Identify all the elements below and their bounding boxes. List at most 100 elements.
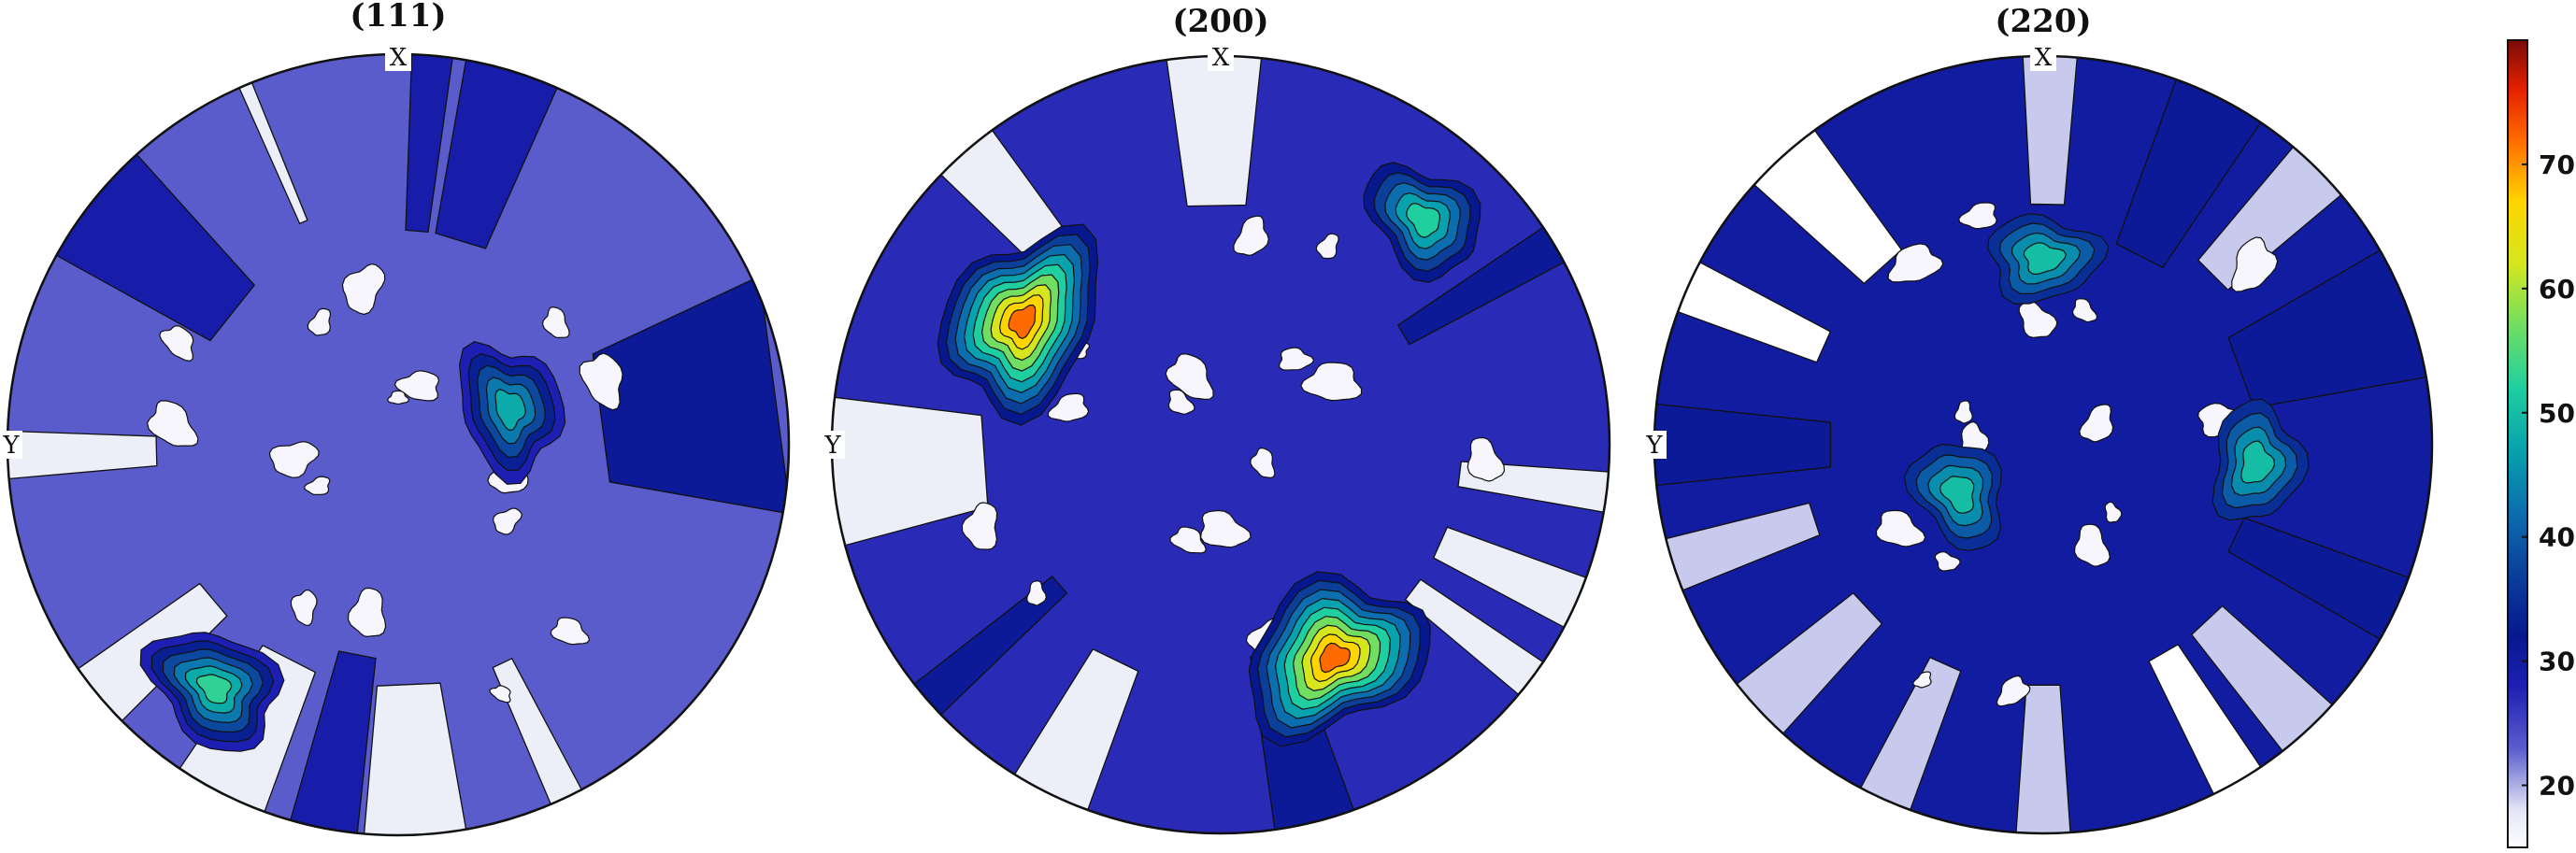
contour-sector	[405, 54, 455, 234]
contour-level	[2240, 440, 2276, 484]
contour-sector	[363, 682, 468, 835]
contour-island	[394, 370, 440, 402]
y-axis-label-111: Y	[0, 431, 22, 460]
contour-island	[1887, 243, 1944, 283]
contour-island	[961, 502, 998, 550]
contour-sector	[1654, 402, 1832, 488]
intensity-maximum	[139, 632, 285, 752]
contour-island	[1278, 347, 1315, 371]
contour-island	[2104, 501, 2123, 523]
contour-island	[290, 589, 318, 627]
contour-island	[1996, 675, 2031, 707]
contour-island	[550, 617, 591, 646]
colorbar-tick-label: 40	[2539, 522, 2575, 553]
x-axis-label-220: X	[2030, 43, 2056, 72]
contour-sector	[2014, 684, 2072, 833]
colorbar-tick: 70	[2522, 149, 2575, 180]
intensity-maximum	[2211, 398, 2310, 521]
contour-level	[1939, 476, 1975, 514]
contour-island	[1165, 353, 1214, 401]
contour-level	[2023, 242, 2067, 275]
contour-level	[1406, 202, 1441, 238]
x-axis-label-200: X	[1208, 43, 1234, 72]
svg-text:X: X	[390, 44, 408, 72]
contour-island	[2071, 298, 2097, 323]
x-axis-label-111: X	[385, 43, 411, 72]
contour-island	[307, 307, 331, 336]
contour-sector	[7, 430, 158, 480]
pole-figure-220-plot	[1653, 54, 2434, 835]
contour-level	[494, 389, 526, 432]
colorbar-tick: 30	[2522, 647, 2575, 677]
intensity-maximum	[1363, 162, 1481, 283]
svg-text:Y: Y	[2, 432, 20, 460]
svg-text:X: X	[2035, 44, 2053, 72]
contour-island	[541, 306, 570, 338]
colorbar-ticks: 20 30 40 50 60 70	[2522, 149, 2575, 802]
svg-text:Y: Y	[823, 432, 841, 460]
contour-sector	[2022, 56, 2079, 206]
contour-island	[341, 263, 386, 316]
pole-figure-220: (220) X Y	[1642, 3, 2434, 835]
contour-island	[1233, 215, 1269, 257]
colorbar-tick: 60	[2522, 274, 2575, 305]
colorbar-tick: 40	[2522, 522, 2575, 553]
colorbar-tick-label: 50	[2539, 398, 2575, 429]
contour-island	[146, 400, 199, 448]
contour-island	[1958, 202, 1997, 230]
contour-island	[489, 685, 511, 704]
contour-island	[2018, 300, 2058, 339]
contour-island	[1467, 436, 1506, 482]
contour-island	[1167, 389, 1195, 415]
contour-island	[1199, 509, 1252, 548]
contour-island	[2231, 236, 2279, 292]
contour-island	[2079, 404, 2114, 443]
contour-island	[1169, 526, 1207, 554]
contour-sector	[1165, 56, 1264, 207]
pole-figure-title-111: (111)	[350, 0, 446, 35]
svg-text:X: X	[1212, 44, 1230, 72]
intensity-maximum	[1903, 444, 2002, 551]
contour-sector	[2227, 245, 2432, 409]
colorbar: 20 30 40 50 60 70	[2507, 39, 2575, 848]
colorbar-tick-label: 70	[2539, 149, 2575, 180]
colorbar-tick: 50	[2522, 398, 2575, 429]
y-axis-label-200: Y	[821, 431, 845, 460]
contour-island	[268, 441, 320, 478]
contour-sector	[832, 395, 989, 548]
contour-island	[1912, 671, 1932, 689]
colorbar-tick: 20	[2522, 771, 2575, 802]
contour-level	[1319, 642, 1351, 674]
colorbar-tick-label: 20	[2539, 771, 2575, 802]
contour-island	[1026, 580, 1047, 606]
contour-island	[1953, 400, 1973, 424]
intensity-maximum	[1986, 213, 2110, 305]
contour-island	[1875, 509, 1926, 547]
pole-figure-111: (111) X Y	[0, 0, 791, 837]
y-axis-label-220: Y	[1642, 431, 1667, 460]
colorbar-tick-label: 30	[2539, 647, 2575, 677]
pole-figure-title-200: (200)	[1172, 3, 1268, 40]
contour-island	[1315, 233, 1339, 260]
contour-level	[195, 674, 233, 704]
pole-figure-title-220: (220)	[1995, 3, 2091, 40]
colorbar-gradient	[2507, 39, 2528, 848]
pole-figure-200-plot	[830, 54, 1611, 835]
contour-sector	[592, 275, 789, 515]
svg-text:Y: Y	[1645, 432, 1663, 460]
contour-island	[2073, 523, 2111, 567]
intensity-maximum	[458, 341, 566, 485]
contour-level	[1008, 304, 1037, 339]
contour-island	[492, 507, 522, 535]
intensity-maximum	[1248, 571, 1431, 747]
pole-figure-111-plot	[6, 52, 791, 837]
pole-figure-200: (200) X Y	[821, 3, 1611, 835]
contour-island	[347, 587, 387, 638]
contour-island	[1934, 550, 1961, 572]
contour-island	[159, 325, 194, 363]
contour-island	[304, 476, 331, 496]
contour-island	[1047, 392, 1090, 422]
intensity-maximum	[937, 223, 1099, 426]
contour-island	[579, 352, 623, 411]
